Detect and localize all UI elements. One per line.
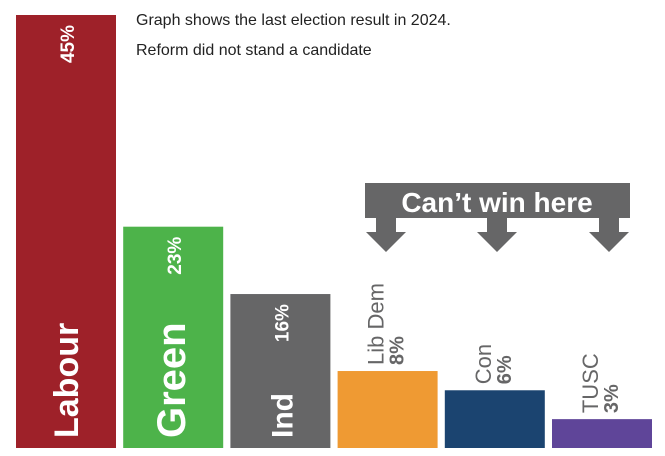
value-label: 6% (494, 355, 516, 384)
bar-con (444, 390, 545, 448)
bar-lib-dem (337, 371, 438, 448)
chart-note-2: Reform did not stand a candidate (136, 42, 372, 59)
bar-tusc (552, 419, 652, 448)
category-label: Green (150, 322, 194, 438)
category-label: Lib Dem (364, 283, 389, 365)
value-label: 16% (272, 304, 293, 342)
value-label: 23% (165, 237, 186, 275)
category-label: Labour (48, 323, 86, 438)
category-label: Con (471, 344, 496, 384)
annotation-banner (365, 183, 630, 218)
chart-note-1: Graph shows the last election result in … (136, 12, 451, 29)
category-label: TUSC (578, 353, 603, 413)
category-label: Ind (266, 393, 299, 438)
down-arrow-icon (589, 217, 629, 252)
down-arrow-icon (366, 217, 406, 252)
bar-green (123, 226, 224, 448)
bar-ind (230, 294, 331, 448)
bar-labour (16, 15, 116, 448)
annotation-text: Can’t win here (401, 187, 592, 218)
value-label: 45% (58, 25, 79, 63)
value-label: 8% (387, 336, 409, 365)
down-arrow-icon (477, 217, 517, 252)
value-label: 3% (601, 384, 623, 413)
